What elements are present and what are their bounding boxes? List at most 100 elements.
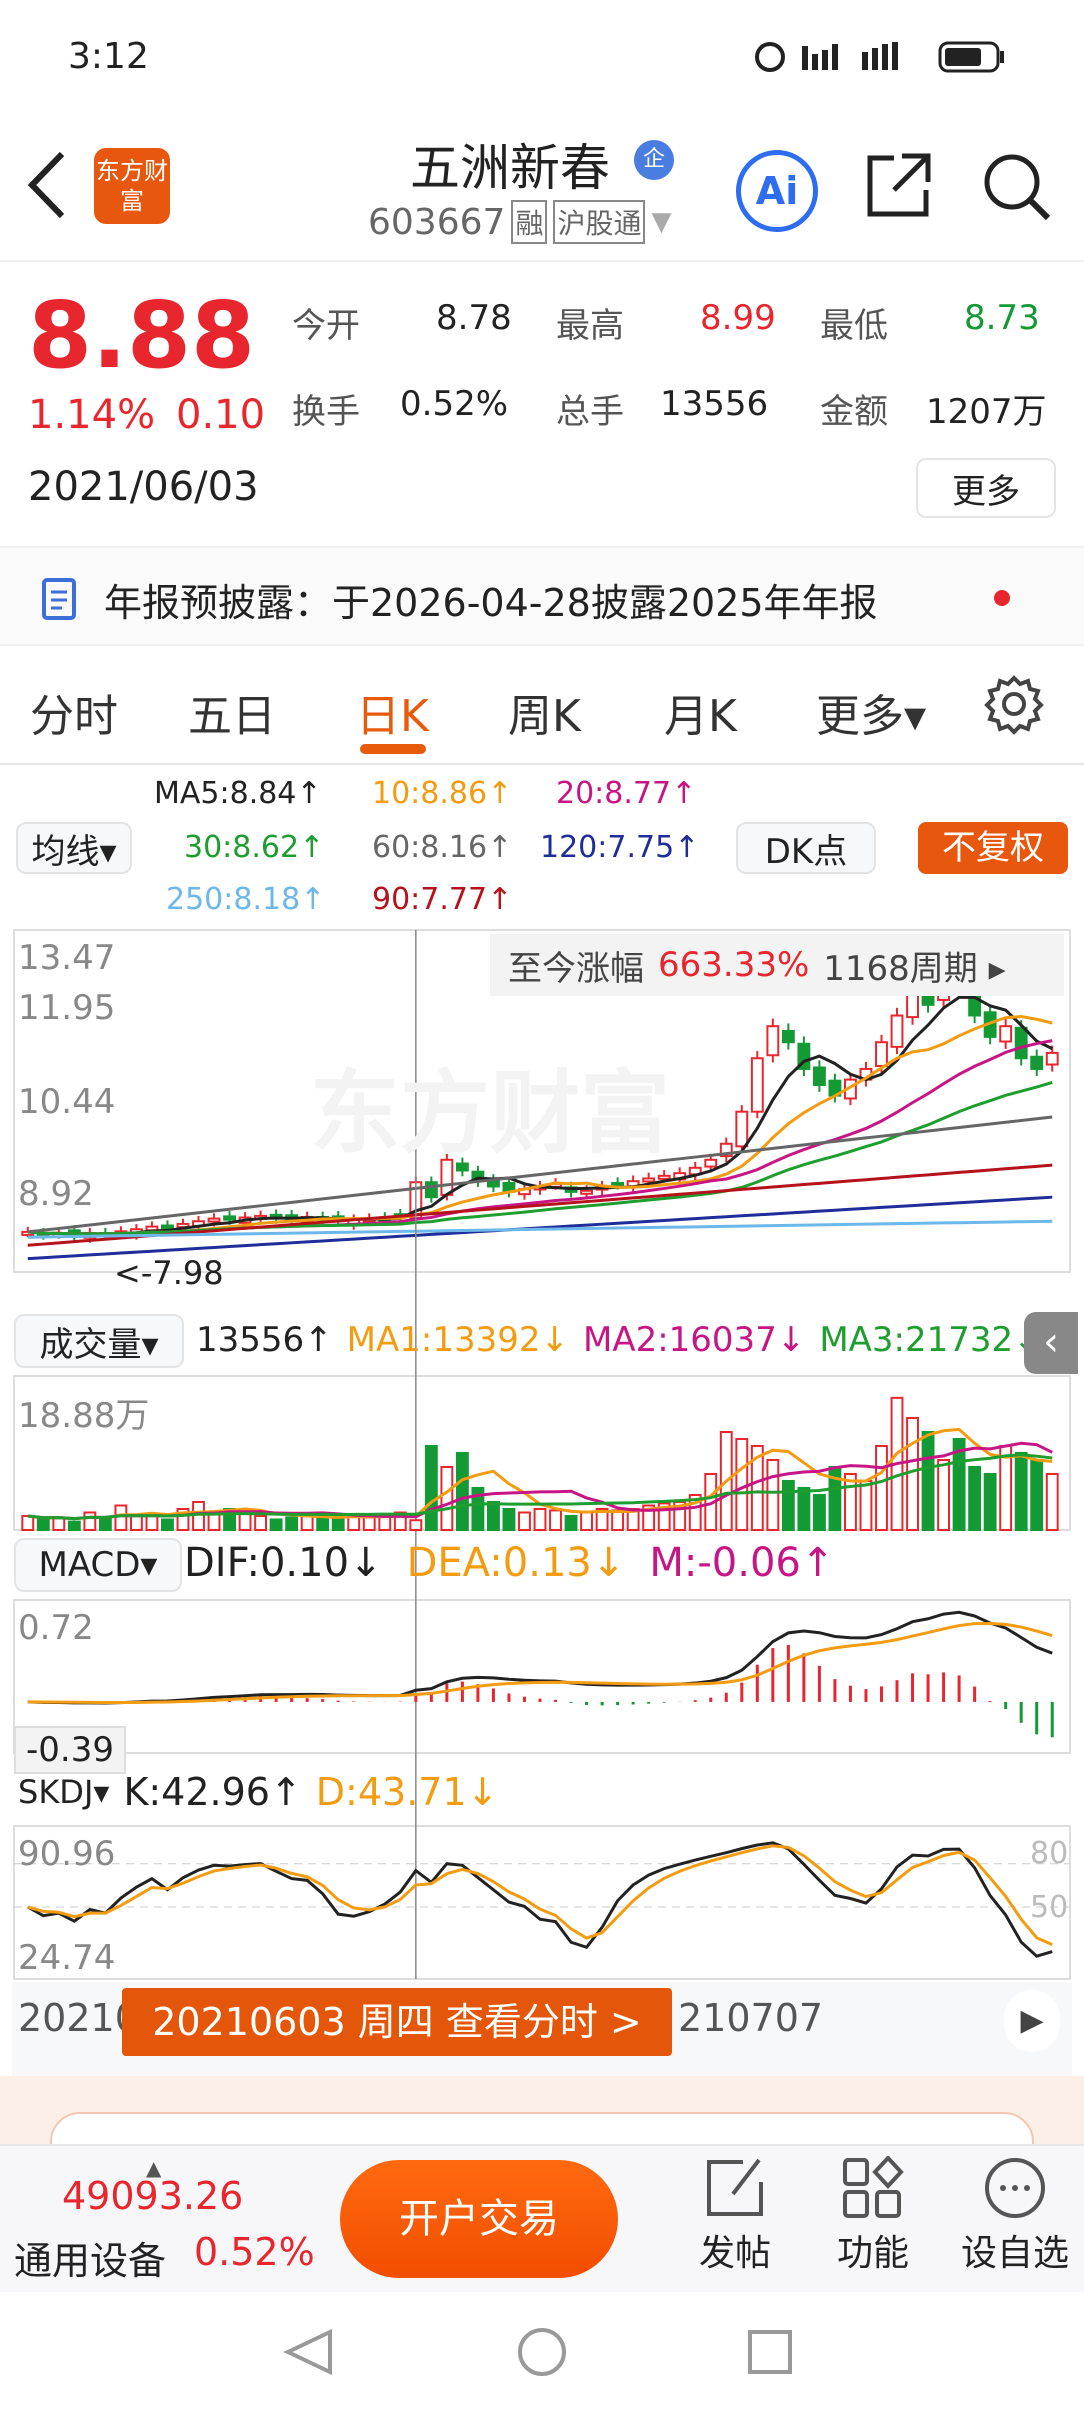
- candle: [797, 1042, 811, 1070]
- volume-bar: [269, 1518, 283, 1531]
- share-icon[interactable]: [864, 150, 934, 224]
- volume-bar: [393, 1511, 407, 1531]
- candle: [223, 1215, 236, 1221]
- volume-bar: [176, 1508, 190, 1531]
- tab-4[interactable]: 月K: [664, 691, 737, 742]
- candle: [1014, 1026, 1028, 1060]
- candle: [455, 1162, 469, 1172]
- macd-top: 0.72: [18, 1608, 94, 1648]
- high-label: 最高: [556, 306, 624, 346]
- ma250-value: 250:8.18↑: [166, 882, 326, 917]
- skdj-selector[interactable]: SKDJ▾: [18, 1773, 110, 1811]
- volume-bar: [36, 1518, 50, 1531]
- volume-bar: [21, 1515, 35, 1531]
- ma-selector[interactable]: 均线▾: [16, 822, 132, 874]
- volume-bar: [875, 1445, 888, 1531]
- volume-bar: [937, 1459, 951, 1531]
- candle: [1030, 1055, 1044, 1070]
- enterprise-badge: 企: [634, 140, 674, 180]
- volume-value: 13556: [660, 384, 769, 424]
- y-label-top: 13.47: [18, 938, 116, 978]
- stock-name: 五洲新春: [410, 139, 610, 197]
- change-amt: 0.10: [176, 392, 266, 438]
- volume-bar: [657, 1502, 671, 1532]
- volume-bar: [331, 1518, 345, 1531]
- axis-start: 20210: [18, 1996, 139, 2040]
- kline-charts[interactable]: [0, 920, 1084, 2020]
- candle: [999, 1025, 1013, 1043]
- search-icon[interactable]: [980, 150, 1052, 226]
- low-value: 8.73: [964, 298, 1040, 338]
- macd-selector[interactable]: MACD▾: [14, 1538, 182, 1592]
- tab-0[interactable]: 分时: [30, 691, 118, 742]
- chart-frame: [13, 1599, 1071, 1754]
- tab-5[interactable]: 更多▾: [816, 691, 927, 742]
- index-value[interactable]: 49093.26: [62, 2174, 244, 2218]
- scroll-right-button[interactable]: ▶: [1004, 1990, 1060, 2052]
- skdj-bottom: 24.74: [18, 1938, 116, 1978]
- report-icon: [42, 578, 80, 624]
- volume-bar: [688, 1494, 702, 1531]
- volume-label: 总手: [556, 392, 624, 432]
- sector-pct: 0.52%: [194, 2230, 315, 2274]
- volume-selector[interactable]: 成交量▾: [14, 1314, 184, 1368]
- candle: [890, 1014, 904, 1048]
- volume-bar: [564, 1515, 578, 1531]
- collapse-button[interactable]: ‹: [1024, 1312, 1078, 1374]
- y-label-4: 8.92: [18, 1174, 94, 1214]
- function-button[interactable]: 功能: [828, 2155, 918, 2276]
- volume-bar: [781, 1480, 795, 1531]
- nav-back-icon[interactable]: [283, 2328, 332, 2376]
- ai-button[interactable]: Ai: [736, 150, 818, 232]
- volume-bar: [424, 1445, 438, 1531]
- ma30-value: 30:8.62↑: [184, 830, 325, 865]
- volume-bar: [580, 1511, 594, 1531]
- volume-bar: [812, 1494, 826, 1531]
- sector-name[interactable]: 通用设备: [14, 2239, 167, 2283]
- settings-icon[interactable]: [982, 672, 1046, 740]
- open-label: 今开: [292, 306, 360, 346]
- notice-text: 年报预披露：于2026-04-28披露2025年年报: [104, 581, 878, 625]
- candle: [875, 1041, 888, 1067]
- volume-bar: [844, 1473, 857, 1531]
- stock-code[interactable]: 603667 融 沪股通 ▼: [368, 200, 672, 244]
- divider: [0, 260, 1084, 262]
- tab-2[interactable]: 日K: [356, 691, 429, 742]
- ma10-value: 10:8.86↑: [372, 776, 513, 811]
- adjust-button[interactable]: 不复权: [918, 822, 1068, 874]
- last-price: 8.88: [28, 282, 255, 389]
- add-watchlist-button[interactable]: 设自选: [950, 2156, 1080, 2276]
- dif-line: [27, 1610, 1053, 1705]
- ma30-line: [27, 1081, 1053, 1236]
- y-label-3: 10.44: [18, 1082, 116, 1122]
- ma60-line: [27, 1115, 1053, 1234]
- volume-bar: [487, 1501, 500, 1531]
- skdj-80: 80: [1030, 1836, 1069, 1871]
- volume-bar: [114, 1504, 128, 1531]
- ma5-value: MA5:8.84↑: [154, 776, 322, 811]
- volume-bar: [750, 1445, 764, 1531]
- candle: [750, 1057, 764, 1113]
- tab-1[interactable]: 五日: [188, 691, 276, 742]
- gain-banner[interactable]: 至今涨幅 663.33% 1168周期 ▸: [490, 934, 1064, 996]
- active-tab-indicator: [360, 744, 426, 754]
- skdj-top: 90.96: [18, 1834, 116, 1874]
- dropdown-icon: ▼: [651, 207, 672, 237]
- divider: [0, 763, 1084, 765]
- post-button[interactable]: 发帖: [690, 2156, 780, 2276]
- more-button[interactable]: 更多: [916, 458, 1056, 518]
- tab-3[interactable]: 周K: [508, 691, 581, 742]
- back-button[interactable]: [26, 150, 66, 230]
- k-line: [27, 1841, 1053, 1958]
- open-account-button[interactable]: 开户交易: [340, 2160, 618, 2278]
- dk-point-button[interactable]: DK点: [736, 822, 876, 874]
- macd-bottom: -0.39: [14, 1726, 126, 1774]
- nav-recent-icon[interactable]: [748, 2330, 792, 2374]
- notice-bar[interactable]: 年报预披露：于2026-04-28披露2025年年报: [0, 546, 1084, 646]
- nav-home-icon[interactable]: [518, 2328, 566, 2376]
- macd-dif: DIF:0.10↓: [184, 1540, 383, 1586]
- view-intraday-button[interactable]: 20210603 周四 查看分时 >: [122, 1988, 672, 2056]
- ma90-line: [27, 1163, 1053, 1247]
- candle: [657, 1174, 671, 1180]
- volume-bar: [455, 1452, 469, 1531]
